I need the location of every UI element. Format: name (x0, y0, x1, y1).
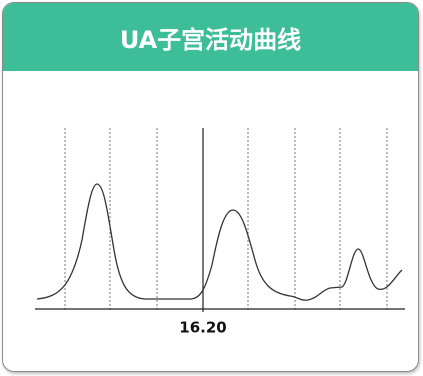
card: UA子宫活动曲线 (2, 2, 419, 372)
time-label: 16.20 (179, 319, 226, 337)
time-gridlines (64, 128, 388, 312)
ua-curve (36, 183, 403, 301)
card-header: UA子宫活动曲线 (3, 3, 418, 71)
card-title: UA子宫活动曲线 (119, 25, 302, 54)
